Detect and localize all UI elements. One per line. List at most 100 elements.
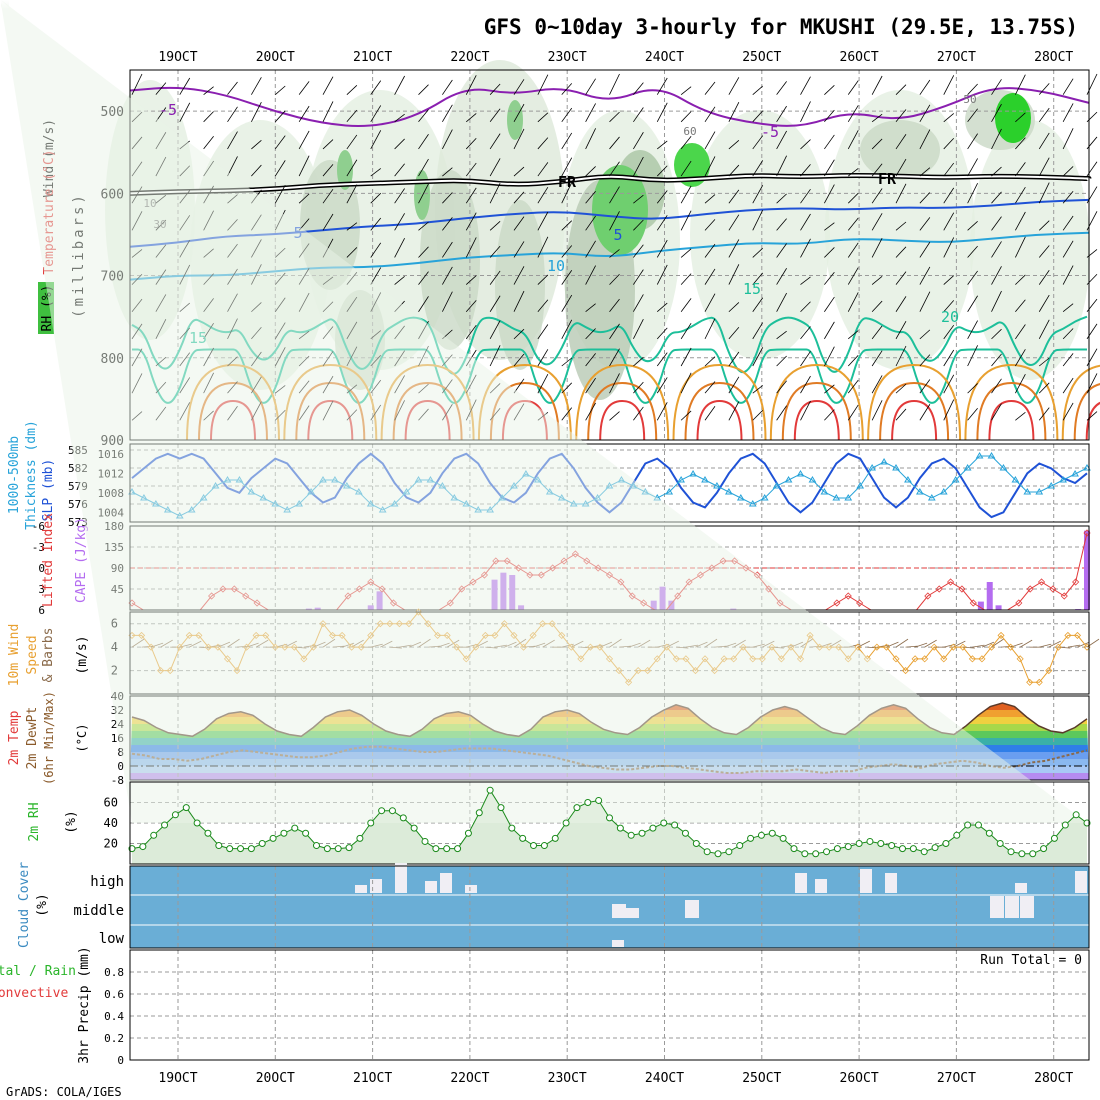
wind-barb [203, 86, 214, 95]
rh-marker [399, 814, 407, 822]
wind-barb [298, 155, 310, 177]
rh-marker [866, 837, 874, 845]
wind-barb [943, 275, 955, 285]
wind-barb [203, 136, 214, 150]
wind-barb [322, 213, 334, 231]
wind-barb [537, 324, 549, 340]
lifted-index-marker [833, 599, 841, 607]
tick-label: 0 [38, 562, 45, 575]
wind-barb [847, 355, 859, 367]
rh-marker [595, 796, 603, 804]
wind-barb [871, 300, 883, 313]
rh-marker [606, 814, 613, 822]
axis-label: & Barbs [41, 628, 56, 683]
wind-barb [513, 79, 525, 95]
wind-barb [394, 275, 405, 285]
wind-barb [728, 264, 740, 285]
axis-label: (°C) [75, 724, 89, 753]
wind-barb [656, 327, 668, 340]
wind-barb [561, 245, 573, 258]
wind-barb [537, 299, 549, 312]
wind-barb [776, 81, 787, 95]
wind-barb [346, 184, 358, 204]
rh-marker [193, 819, 201, 827]
rh-marker [736, 842, 744, 850]
wind-barb [609, 73, 620, 95]
wind-barb [967, 108, 978, 123]
wind-barb [227, 156, 238, 177]
rh-marker [714, 850, 722, 858]
wind-barb [442, 192, 453, 204]
temperature-contour [964, 363, 1059, 441]
panel-border [129, 865, 1090, 949]
rh-marker [204, 829, 212, 837]
low-cloud-bar [612, 940, 624, 947]
date-label: 22OCT [450, 1071, 489, 1086]
wind-barb [489, 108, 501, 123]
wind-barb [227, 106, 238, 123]
wind-barb [656, 302, 668, 313]
rh-marker [410, 824, 418, 832]
wind-barb [680, 347, 692, 367]
rh-marker [703, 848, 711, 856]
axis-label: Cloud Cover [17, 862, 32, 948]
wind-barb [1015, 299, 1026, 312]
wind-barb [967, 383, 978, 394]
wind-barb [1015, 186, 1026, 204]
wind-barb [895, 408, 907, 421]
rh-marker [779, 834, 787, 842]
rh-marker [421, 837, 429, 845]
wind-speed-marker [1007, 643, 1015, 651]
wind-barb [919, 192, 931, 204]
wind-barb [1015, 411, 1026, 421]
contour-label: 15 [743, 280, 761, 298]
wind-barb [131, 73, 143, 95]
wind-barb [704, 243, 716, 258]
rh-marker [757, 831, 765, 839]
wind-speed-marker [921, 655, 929, 663]
wind-barb [1062, 402, 1074, 421]
wind-barb [991, 128, 1002, 150]
wind-barb [680, 248, 692, 258]
wind-barb [274, 135, 286, 150]
date-label: 23OCT [548, 1071, 587, 1086]
wind-barb [274, 110, 286, 123]
wind-barb [919, 217, 931, 231]
wind-barb [967, 270, 978, 285]
rh-marker [334, 845, 342, 853]
rh-marker [931, 844, 939, 852]
rh-area [495, 200, 545, 370]
wind-barb [609, 136, 620, 150]
wind-barb [656, 215, 668, 231]
axis-label: 2m DewPt [25, 707, 40, 770]
wind-barb [800, 351, 811, 367]
wind-barb [1019, 639, 1033, 648]
wind-barb [680, 372, 692, 394]
wind-barb [776, 130, 787, 150]
wind-speed-marker [949, 643, 957, 651]
wind-speed-marker [892, 655, 900, 663]
thickness-marker [713, 482, 721, 489]
wind-barb [1039, 643, 1052, 648]
rh-marker [237, 845, 245, 853]
wind-barb [776, 330, 787, 340]
thickness-marker [963, 464, 972, 471]
wind-barb [1015, 373, 1026, 394]
bottom-date-axis: 19OCT 20OCT 21OCT 22OCT 23OCT 24OCT 25OCT 26OCT… [158, 1071, 1073, 1086]
wind-barb [513, 216, 525, 231]
wind-barb [585, 265, 596, 285]
date-label: 28OCT [1034, 1071, 1073, 1086]
wind-barb [561, 107, 573, 123]
thickness-marker [1011, 476, 1020, 483]
lifted-index-marker [924, 592, 932, 600]
wind-barb [824, 247, 835, 258]
high-cloud-bar [465, 885, 477, 893]
wind-barb [704, 381, 716, 394]
lifted-index-marker [947, 578, 955, 586]
thickness-marker [736, 494, 745, 501]
wind-barb [346, 85, 358, 95]
rh-marker [464, 829, 472, 837]
high-cloud-bar [795, 873, 807, 893]
tick-label: 20 [104, 837, 118, 851]
axis-label: CAPE (J/kg) [74, 517, 89, 603]
